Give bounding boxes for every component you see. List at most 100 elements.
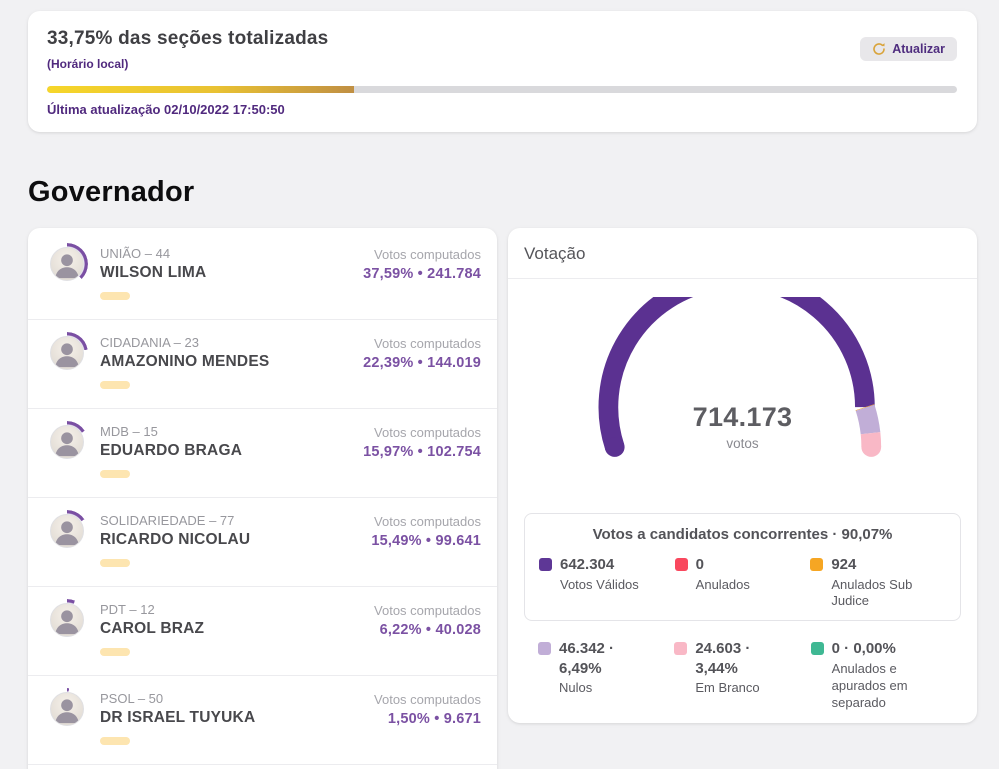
- votes-computed-value: 6,22% • 40.028: [379, 621, 481, 638]
- status-badge: [100, 381, 130, 389]
- legend-item: 642.304 Votos Válidos: [539, 555, 675, 610]
- last-update-text: Última atualização 02/10/2022 17:50:50: [47, 102, 285, 117]
- totalization-title: 33,75% das seções totalizadas: [47, 28, 329, 49]
- legend-color-swatch: [674, 558, 688, 571]
- legend-label: Anulados Sub Judice: [831, 576, 913, 609]
- legend-outside-row: 46.342 · 6,49% Nulos 24.603 · 3,44% Em B…: [538, 639, 947, 711]
- legend-value: 24.603 · 3,44%: [695, 640, 751, 677]
- refresh-icon: [872, 42, 886, 56]
- candidate-avatar: [46, 243, 88, 285]
- candidate-votes: Votos computados 37,59% • 241.784: [363, 247, 481, 282]
- votes-computed-value: 15,97% • 102.754: [363, 443, 481, 460]
- candidate-row[interactable]: PSOL – 50 DR ISRAEL TUYUKA Votos computa…: [28, 675, 497, 764]
- votes-computed-label: Votos computados: [374, 335, 481, 351]
- candidate-party: MDB – 15: [100, 424, 158, 439]
- status-badge: [100, 559, 130, 567]
- votes-computed-value: 15,49% • 99.641: [371, 532, 481, 549]
- candidate-party: PDT – 12: [100, 602, 155, 617]
- gauge-center: 714.173 votos: [595, 402, 891, 451]
- candidate-avatar: [46, 599, 88, 641]
- person-icon: [50, 247, 84, 281]
- refresh-button-label: Atualizar: [892, 42, 945, 56]
- votation-gauge: 714.173 votos: [595, 297, 891, 457]
- candidate-text: CIDADANIA – 23 AMAZONINO MENDES: [100, 335, 269, 371]
- candidate-name: AMAZONINO MENDES: [100, 353, 270, 370]
- votes-computed-label: Votos computados: [374, 602, 481, 618]
- votes-computed-value: 37,59% • 241.784: [363, 265, 481, 282]
- totalization-progress-bar: [47, 86, 957, 93]
- page-title: Governador: [28, 176, 195, 208]
- candidate-name: RICARDO NICOLAU: [100, 531, 251, 548]
- votation-title: Votação: [508, 228, 977, 279]
- candidate-name: EDUARDO BRAGA: [100, 442, 243, 459]
- votes-computed-label: Votos computados: [374, 691, 481, 707]
- candidate-name: WILSON LIMA: [100, 264, 207, 281]
- legend-color-swatch: [538, 642, 551, 656]
- candidate-text: PSOL – 50 DR ISRAEL TUYUKA: [100, 691, 255, 727]
- gauge-votes-caption: votos: [726, 436, 759, 451]
- votes-computed-value: 22,39% • 144.019: [363, 354, 481, 371]
- person-icon: [50, 692, 84, 726]
- legend-box-row: 642.304 Votos Válidos 0 Anulados 924 Anu…: [539, 555, 946, 610]
- candidate-row[interactable]: PDT – 12 CAROL BRAZ Votos computados 6,2…: [28, 586, 497, 675]
- candidate-row[interactable]: SOLIDARIEDADE – 77 RICARDO NICOLAU Votos…: [28, 497, 497, 586]
- status-badge: [100, 292, 130, 300]
- candidate-row[interactable]: CIDADANIA – 23 AMAZONINO MENDES Votos co…: [28, 319, 497, 408]
- candidate-avatar: [46, 332, 88, 374]
- legend-value: 642.304: [560, 556, 615, 573]
- legend-label: Anulados e apurados em separado: [831, 660, 908, 710]
- concurrent-votes-title: Votos a candidatos concorrentes · 90,07%: [592, 526, 893, 543]
- status-badge: [100, 737, 130, 745]
- candidate-votes: Votos computados 15,97% • 102.754: [363, 425, 481, 460]
- candidate-name: DR ISRAEL TUYUKA: [100, 709, 256, 726]
- legend-color-swatch: [674, 642, 688, 656]
- legend-item: 0 Anulados: [674, 555, 811, 610]
- legend-value: 46.342 · 6,49%: [559, 640, 615, 677]
- legend-item: 924 Anulados Sub Judice: [810, 555, 946, 610]
- candidate-votes: Votos computados 1,50% • 9.671: [374, 692, 481, 727]
- candidate-party: UNIÃO – 44: [100, 246, 171, 261]
- legend-item: 24.603 · 3,44% Em Branco: [674, 639, 810, 711]
- legend-value: 0: [695, 556, 705, 573]
- candidate-text: UNIÃO – 44 WILSON LIMA: [100, 246, 206, 282]
- person-icon: [50, 336, 84, 370]
- status-badge: [100, 470, 130, 478]
- concurrent-votes-box: Votos a candidatos concorrentes · 90,07%…: [524, 513, 961, 622]
- status-badge: [100, 648, 130, 656]
- legend-label: Nulos: [559, 680, 593, 696]
- candidates-card: UNIÃO – 44 WILSON LIMA Votos computados …: [28, 228, 497, 769]
- person-icon: [50, 425, 84, 459]
- legend-label: Votos Válidos: [560, 576, 639, 592]
- legend-color-swatch: [810, 642, 824, 656]
- candidate-votes: Votos computados 22,39% • 144.019: [363, 336, 481, 371]
- refresh-button[interactable]: Atualizar: [860, 37, 957, 61]
- votes-computed-label: Votos computados: [374, 246, 481, 262]
- votes-computed-value: 1,50% • 9.671: [387, 710, 481, 727]
- legend-label: Em Branco: [695, 680, 760, 696]
- totalization-card: 33,75% das seções totalizadas (Horário l…: [28, 11, 977, 132]
- candidate-votes: Votos computados 15,49% • 99.641: [371, 514, 481, 549]
- votation-card: Votação 714.173 votos Votos a candidatos…: [508, 228, 977, 723]
- votes-computed-label: Votos computados: [374, 424, 481, 440]
- legend-value: 924: [831, 556, 857, 573]
- candidate-party: PSOL – 50: [100, 691, 164, 706]
- legend-value: 0 · 0,00%: [831, 640, 896, 658]
- candidate-row[interactable]: MDB – 15 EDUARDO BRAGA Votos computados …: [28, 408, 497, 497]
- person-icon: [50, 514, 84, 548]
- candidate-row[interactable]: PODE – 19 HENRIQUE OLIVEIRA Votos comput…: [28, 764, 497, 769]
- candidate-votes: Votos computados 6,22% • 40.028: [374, 603, 481, 638]
- legend-item: 46.342 · 6,49% Nulos: [538, 639, 674, 711]
- gauge-total-votes: 714.173: [692, 402, 793, 432]
- person-icon: [50, 603, 84, 637]
- legend-color-swatch: [539, 558, 552, 571]
- candidate-avatar: [46, 510, 88, 552]
- candidate-party: CIDADANIA – 23: [100, 335, 199, 350]
- local-time-note: (Horário local): [47, 57, 129, 71]
- candidate-row[interactable]: UNIÃO – 44 WILSON LIMA Votos computados …: [28, 231, 497, 319]
- candidate-avatar: [46, 688, 88, 730]
- candidate-avatar: [46, 421, 88, 463]
- candidate-text: SOLIDARIEDADE – 77 RICARDO NICOLAU: [100, 513, 250, 549]
- candidate-party: SOLIDARIEDADE – 77: [100, 513, 235, 528]
- votes-computed-label: Votos computados: [374, 513, 481, 529]
- content-columns: UNIÃO – 44 WILSON LIMA Votos computados …: [28, 228, 977, 769]
